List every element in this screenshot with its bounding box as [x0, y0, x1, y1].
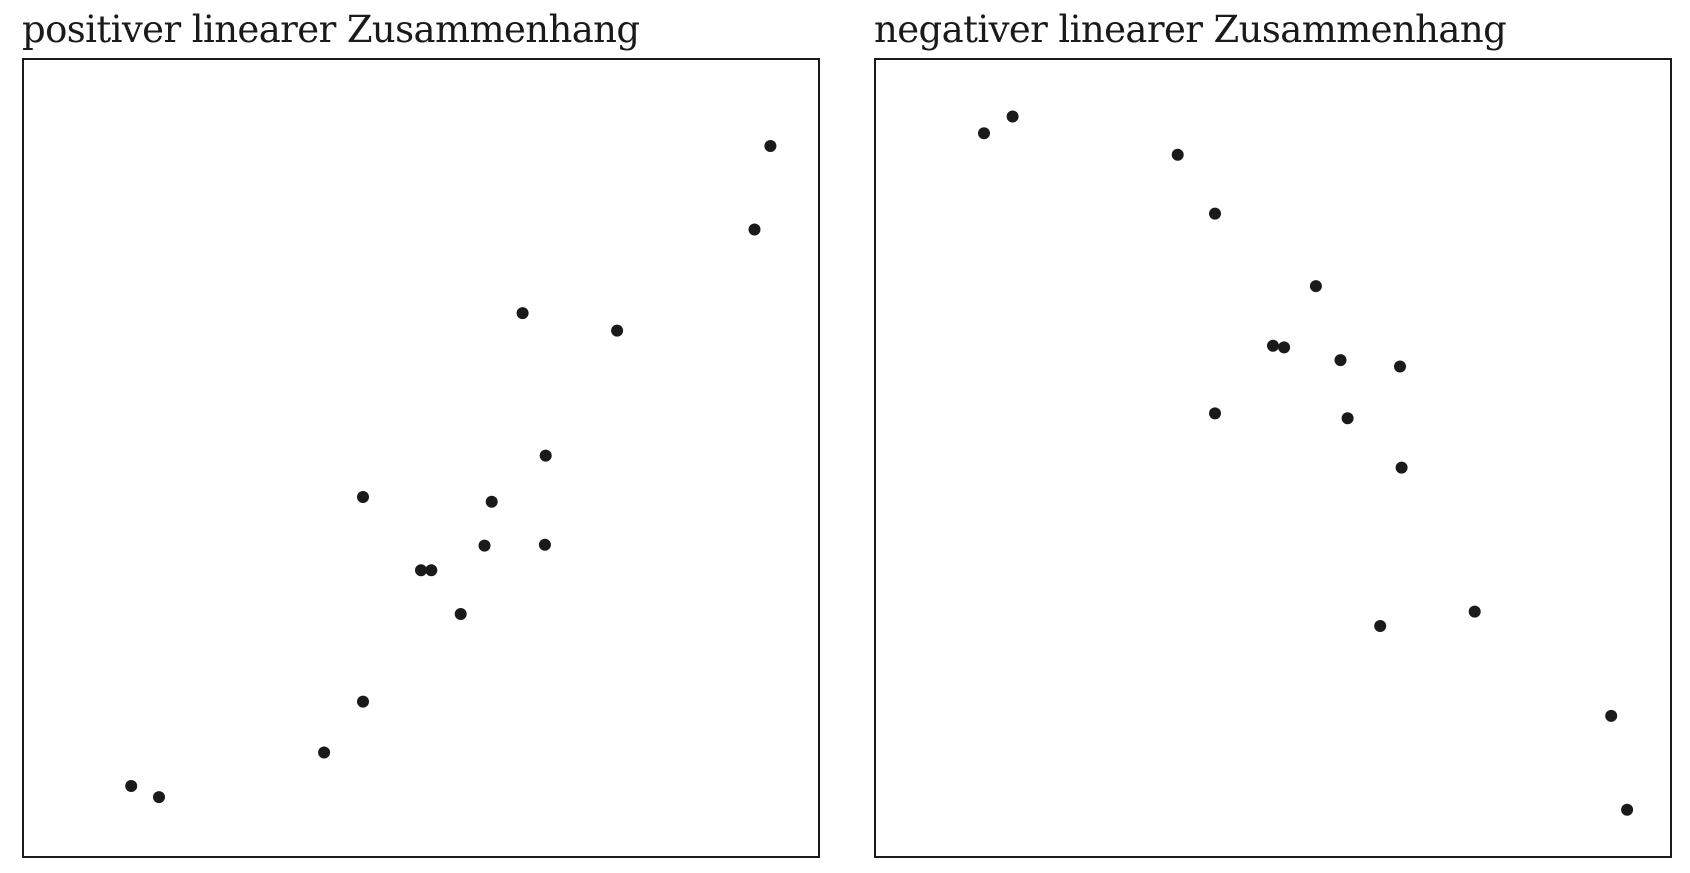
data-point-negative-11	[1374, 620, 1387, 632]
data-point-positive-8	[454, 608, 467, 620]
data-point-negative-12	[1394, 360, 1406, 373]
data-point-negative-7	[1278, 341, 1291, 354]
data-point-negative-2	[1006, 110, 1019, 123]
data-point-positive-11	[516, 307, 529, 320]
data-point-negative-16	[1621, 803, 1634, 816]
data-point-positive-4	[357, 695, 369, 708]
data-point-positive-14	[611, 324, 624, 337]
scatter-svg-negative	[978, 110, 1634, 816]
scatter-svg-positive	[125, 140, 777, 804]
data-point-positive-3	[318, 746, 331, 759]
data-point-negative-1	[978, 127, 990, 140]
data-point-positive-6	[415, 564, 427, 577]
data-point-negative-4	[1209, 207, 1221, 220]
data-point-positive-12	[538, 538, 551, 551]
data-point-negative-5	[1209, 407, 1221, 420]
data-point-negative-8	[1309, 280, 1322, 293]
scatter-plot-positive	[22, 58, 820, 858]
data-point-negative-3	[1171, 148, 1184, 161]
data-point-positive-7	[425, 564, 438, 577]
data-point-negative-13	[1395, 461, 1408, 474]
scatter-plot-negative	[874, 58, 1672, 858]
data-point-positive-5	[357, 491, 369, 503]
data-point-positive-13	[539, 449, 552, 462]
data-point-positive-15	[748, 223, 761, 236]
data-point-positive-9	[478, 539, 491, 552]
data-point-negative-6	[1267, 339, 1279, 352]
data-point-negative-15	[1605, 709, 1618, 722]
data-point-positive-2	[153, 791, 165, 804]
chart-title-positive: positiver linearer Zusammenhang	[22, 8, 640, 51]
chart-title-negative: negativer linearer Zusammenhang	[874, 8, 1507, 51]
data-point-negative-9	[1334, 354, 1347, 367]
data-point-positive-10	[485, 495, 498, 508]
data-point-positive-16	[764, 140, 777, 152]
data-point-positive-1	[125, 780, 138, 792]
data-point-negative-10	[1341, 412, 1354, 425]
data-point-negative-14	[1468, 605, 1481, 618]
